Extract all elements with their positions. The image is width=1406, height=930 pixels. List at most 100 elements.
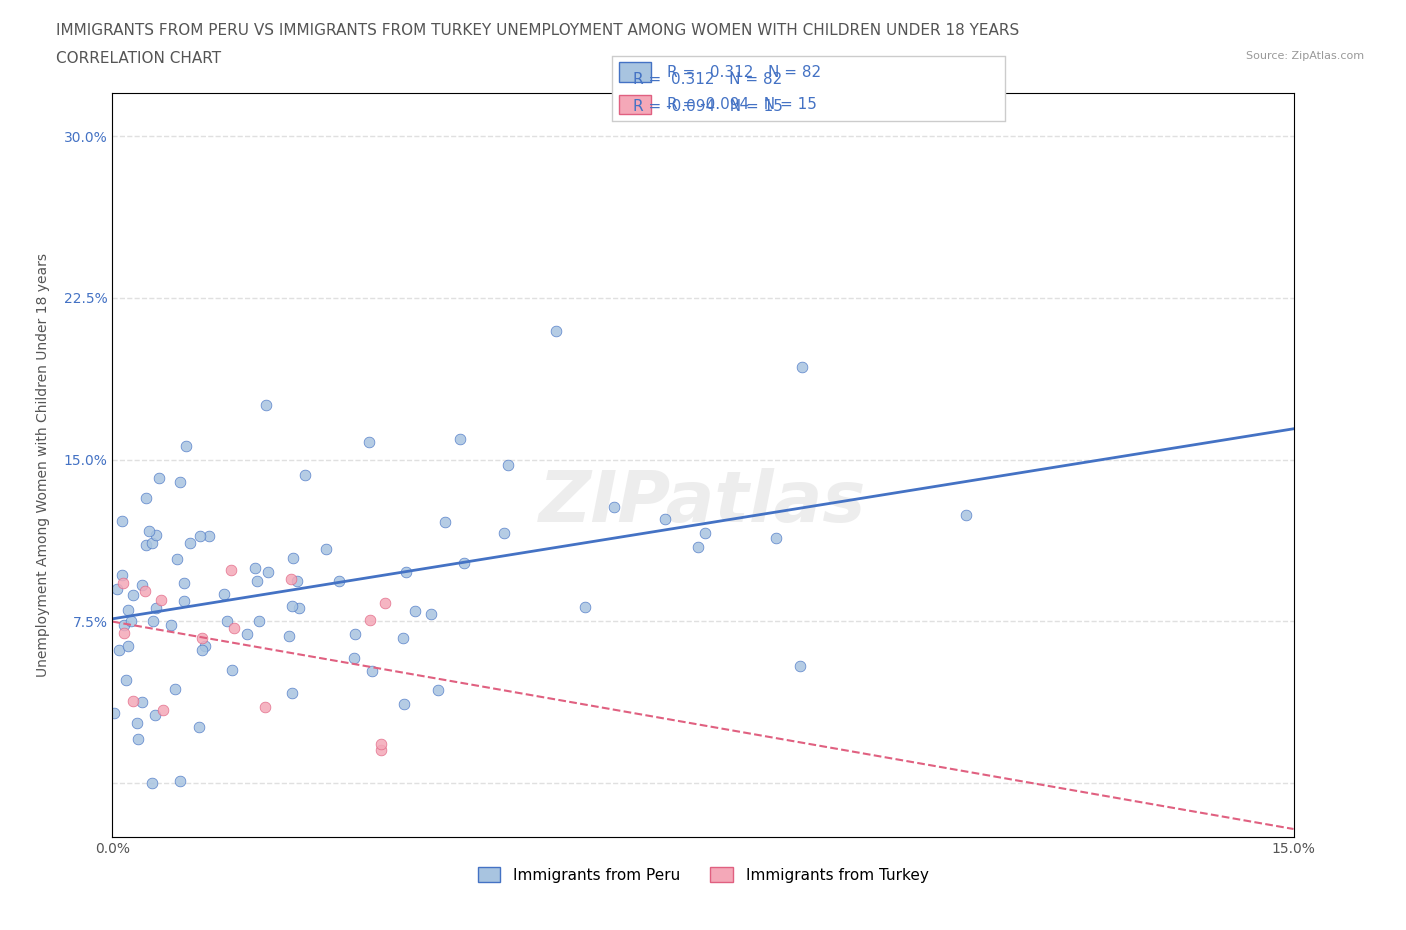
- Immigrants from Peru: [693, 525, 716, 540]
- Bar: [620, 95, 651, 114]
- Immigrants from Peru: [141, 776, 163, 790]
- Immigrants from Turkey: [359, 613, 381, 628]
- Immigrants from Peru: [110, 513, 132, 528]
- Immigrants from Peru: [283, 551, 305, 565]
- Immigrants from Peru: [114, 672, 136, 687]
- Immigrants from Turkey: [150, 593, 173, 608]
- Immigrants from Peru: [221, 662, 243, 677]
- Immigrants from Peru: [686, 539, 709, 554]
- Immigrants from Peru: [294, 467, 316, 482]
- Immigrants from Peru: [173, 594, 195, 609]
- Immigrants from Peru: [145, 527, 167, 542]
- Text: IMMIGRANTS FROM PERU VS IMMIGRANTS FROM TURKEY UNEMPLOYMENT AMONG WOMEN WITH CHI: IMMIGRANTS FROM PERU VS IMMIGRANTS FROM …: [56, 23, 1019, 38]
- Immigrants from Peru: [287, 600, 309, 615]
- Immigrants from Peru: [174, 438, 197, 453]
- Immigrants from Peru: [603, 499, 626, 514]
- Immigrants from Peru: [654, 512, 676, 526]
- Immigrants from Peru: [135, 538, 157, 552]
- Immigrants from Peru: [285, 573, 308, 588]
- Immigrants from Peru: [131, 694, 153, 709]
- Immigrants from Peru: [142, 613, 165, 628]
- Immigrants from Peru: [117, 639, 139, 654]
- Immigrants from Turkey: [370, 737, 392, 751]
- Immigrants from Turkey: [370, 742, 392, 757]
- Bar: [620, 62, 651, 82]
- Immigrants from Peru: [449, 432, 471, 446]
- Immigrants from Peru: [145, 707, 167, 722]
- Immigrants from Turkey: [111, 576, 134, 591]
- Y-axis label: Unemployment Among Women with Children Under 18 years: Unemployment Among Women with Children U…: [37, 253, 49, 677]
- Immigrants from Peru: [498, 458, 520, 472]
- Immigrants from Turkey: [280, 572, 302, 587]
- Immigrants from Peru: [120, 614, 142, 629]
- Immigrants from Turkey: [152, 702, 174, 717]
- Text: R = -0.094   N = 15: R = -0.094 N = 15: [633, 100, 783, 114]
- Immigrants from Peru: [544, 324, 567, 339]
- Immigrants from Turkey: [374, 596, 396, 611]
- Immigrants from Peru: [179, 536, 201, 551]
- Text: CORRELATION CHART: CORRELATION CHART: [56, 51, 221, 66]
- Immigrants from Peru: [420, 606, 443, 621]
- Immigrants from Peru: [243, 561, 266, 576]
- Immigrants from Peru: [395, 565, 418, 579]
- Immigrants from Peru: [765, 531, 787, 546]
- Immigrants from Peru: [173, 576, 195, 591]
- Immigrants from Peru: [215, 614, 238, 629]
- Immigrants from Peru: [281, 599, 304, 614]
- Immigrants from Turkey: [222, 620, 245, 635]
- Immigrants from Peru: [278, 629, 301, 644]
- Text: R =  0.312   N = 82: R = 0.312 N = 82: [633, 72, 782, 86]
- Immigrants from Peru: [426, 683, 449, 698]
- Immigrants from Peru: [160, 618, 183, 632]
- Immigrants from Peru: [108, 643, 131, 658]
- Text: ZIPatlas: ZIPatlas: [540, 468, 866, 537]
- Immigrants from Peru: [145, 601, 167, 616]
- Immigrants from Peru: [194, 639, 217, 654]
- Immigrants from Turkey: [219, 562, 242, 577]
- Immigrants from Peru: [392, 697, 415, 711]
- Immigrants from Peru: [191, 643, 214, 658]
- Immigrants from Peru: [112, 618, 135, 633]
- Immigrants from Peru: [281, 685, 304, 700]
- Immigrants from Peru: [256, 398, 278, 413]
- Text: Source: ZipAtlas.com: Source: ZipAtlas.com: [1246, 51, 1364, 61]
- Immigrants from Peru: [198, 528, 221, 543]
- Immigrants from Peru: [315, 541, 337, 556]
- Immigrants from Peru: [404, 604, 426, 618]
- Immigrants from Peru: [789, 658, 811, 673]
- Immigrants from Peru: [117, 603, 139, 618]
- Immigrants from Peru: [392, 631, 415, 645]
- Immigrants from Peru: [135, 491, 157, 506]
- Immigrants from Peru: [169, 774, 191, 789]
- Immigrants from Peru: [127, 732, 149, 747]
- Legend: Immigrants from Peru, Immigrants from Turkey: Immigrants from Peru, Immigrants from Tu…: [471, 860, 935, 889]
- Immigrants from Peru: [453, 555, 475, 570]
- Immigrants from Peru: [247, 614, 270, 629]
- Immigrants from Peru: [434, 514, 457, 529]
- Immigrants from Peru: [105, 582, 128, 597]
- Immigrants from Peru: [148, 471, 170, 485]
- Immigrants from Peru: [955, 507, 977, 522]
- Immigrants from Peru: [111, 568, 134, 583]
- Immigrants from Peru: [138, 524, 160, 538]
- Immigrants from Peru: [141, 536, 163, 551]
- Immigrants from Turkey: [134, 584, 156, 599]
- Immigrants from Turkey: [112, 625, 135, 640]
- Immigrants from Peru: [359, 435, 381, 450]
- Immigrants from Peru: [790, 360, 813, 375]
- Immigrants from Peru: [574, 600, 596, 615]
- Immigrants from Peru: [188, 720, 211, 735]
- Immigrants from Peru: [246, 574, 269, 589]
- Text: R = -0.094   N = 15: R = -0.094 N = 15: [666, 97, 817, 113]
- Immigrants from Peru: [121, 588, 143, 603]
- Immigrants from Turkey: [254, 700, 277, 715]
- Immigrants from Peru: [360, 664, 382, 679]
- Immigrants from Peru: [236, 627, 259, 642]
- Immigrants from Peru: [492, 525, 515, 540]
- Immigrants from Peru: [343, 651, 366, 666]
- Immigrants from Peru: [169, 474, 191, 489]
- Immigrants from Peru: [328, 574, 350, 589]
- Immigrants from Peru: [125, 716, 148, 731]
- Immigrants from Peru: [257, 565, 280, 579]
- Immigrants from Peru: [163, 682, 186, 697]
